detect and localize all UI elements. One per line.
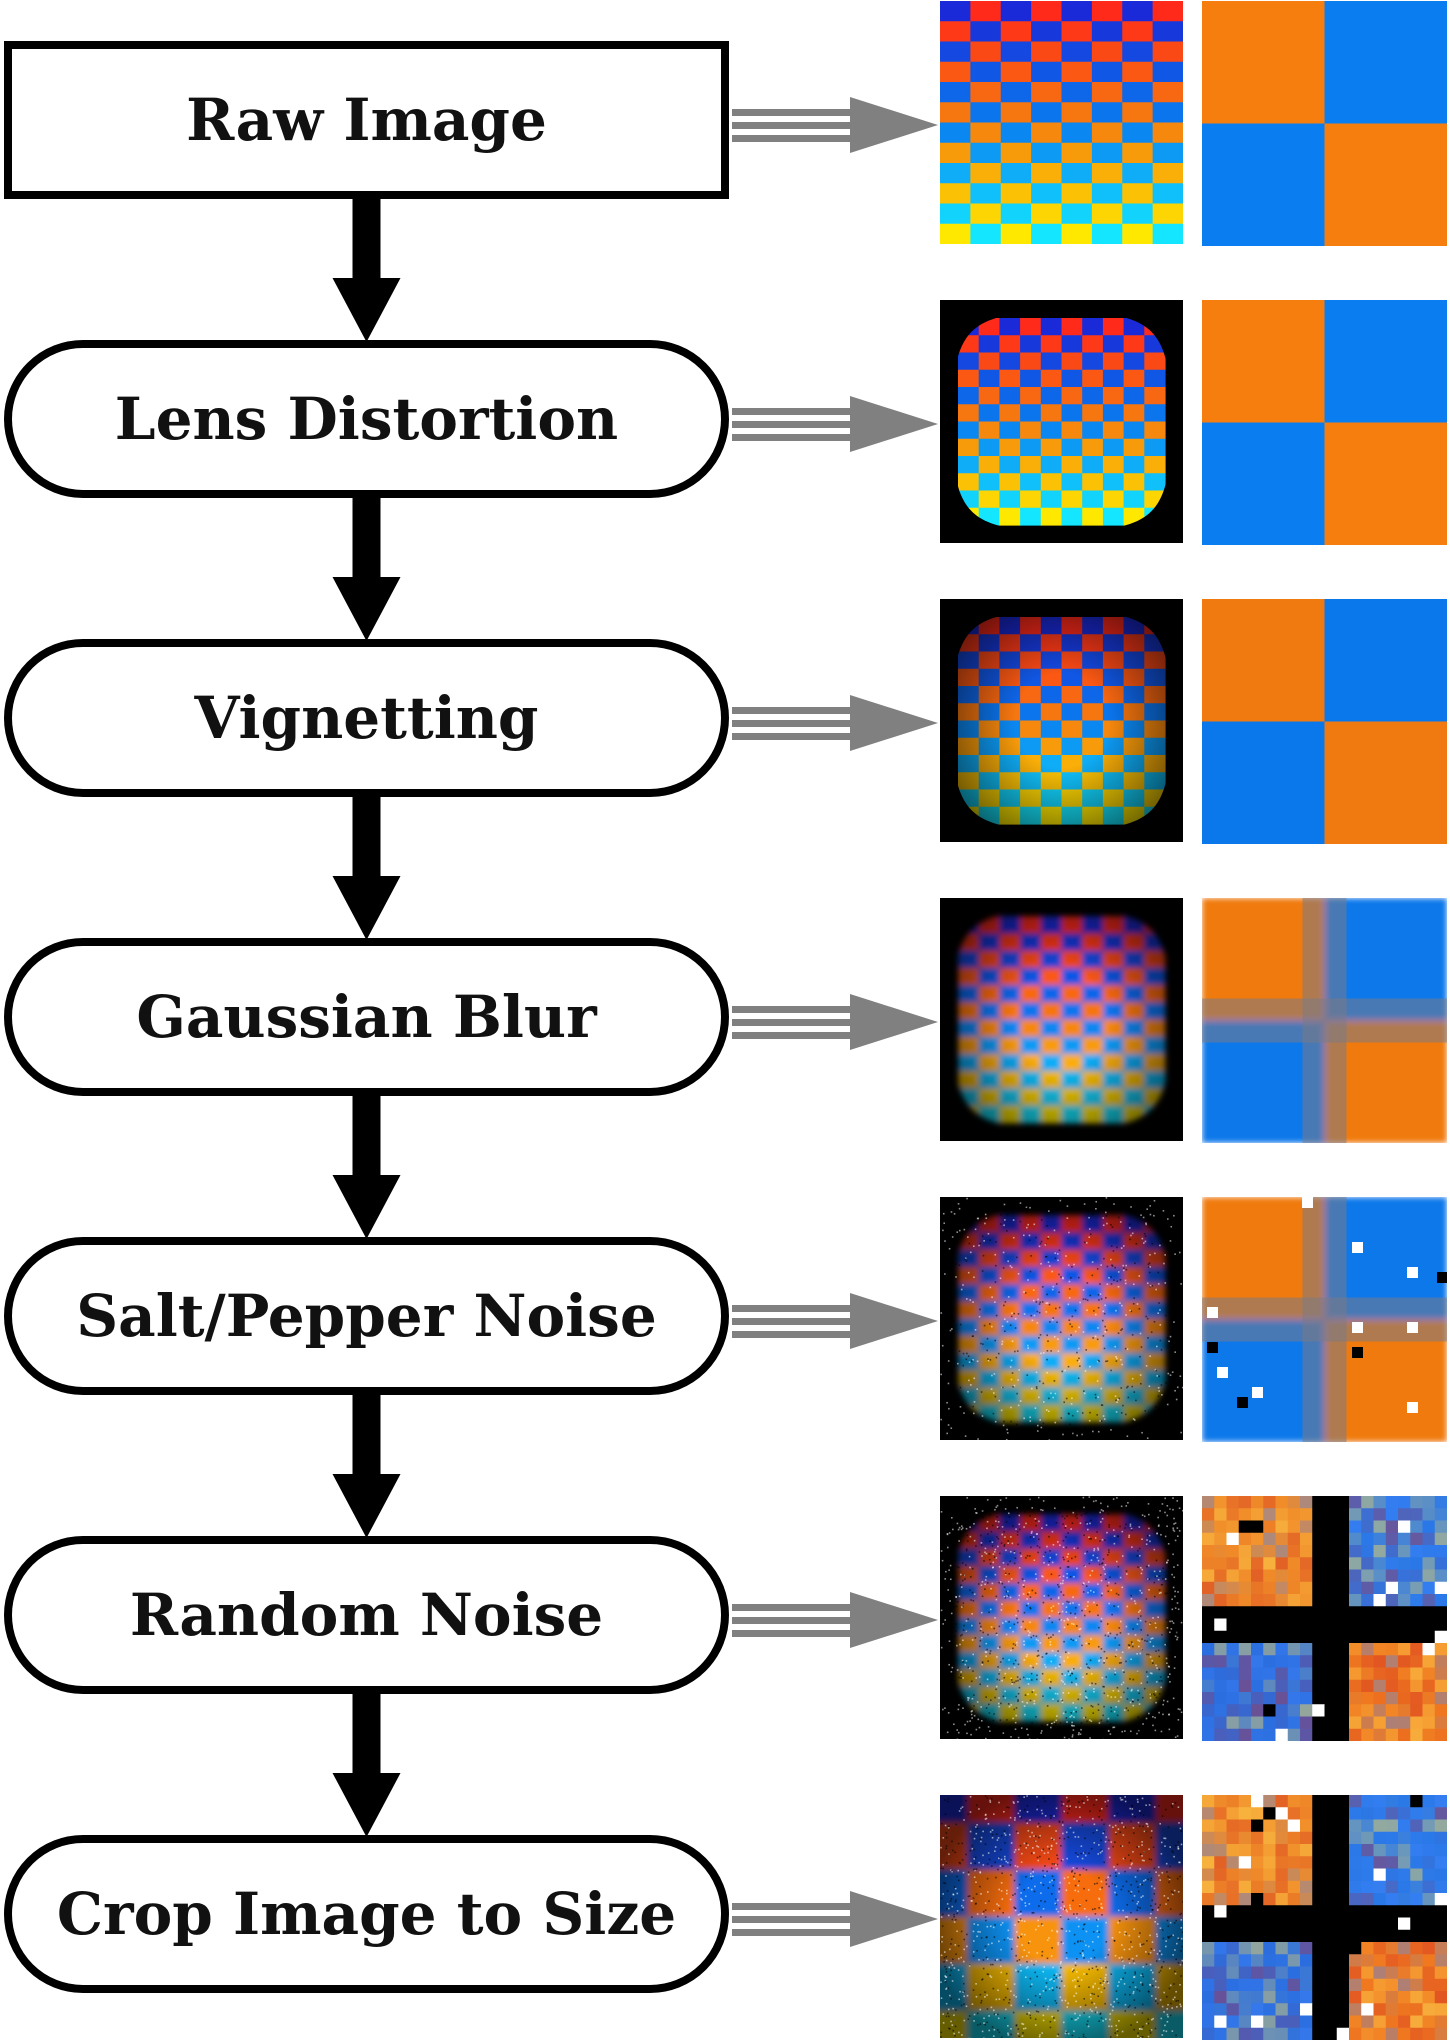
step-box [4,639,729,797]
step-7: Crop Image to Size [4,1835,729,1993]
zoom-crop-to-size [1202,1795,1447,2040]
side-arrow [732,994,938,1050]
down-arrow [332,797,401,940]
side-arrow [732,97,938,153]
zoom-salt-pepper-noise [1202,1197,1447,1442]
side-arrow [732,695,938,751]
zoom-vignetting [1202,599,1447,844]
thumbnail-vignetting [940,599,1183,842]
thumbnail-salt-pepper-noise [940,1197,1183,1440]
down-arrows [332,199,401,1837]
step-boxes: Raw Image Lens Distortion Vignetting Gaussi… [4,41,729,1993]
step-box [4,1237,729,1395]
step-label: Raw Image [186,86,547,154]
step-4: Gaussian Blur [4,938,729,1096]
step-3: Vignetting [4,639,729,797]
zoom-gaussian-blur [1202,898,1447,1143]
step-label: Random Noise [130,1581,603,1649]
down-arrow [332,199,401,342]
step-box [4,41,729,199]
zoom-lens-distortion [1202,300,1447,545]
zoom-raw [1202,1,1447,246]
side-arrows [732,97,938,1947]
zoom-column [1202,1,1447,2040]
step-box [4,340,729,498]
down-arrow [332,1395,401,1538]
side-arrow [732,1592,938,1648]
zoom-random-noise [1202,1496,1447,1741]
down-arrow [332,1096,401,1239]
thumbnail-gaussian-blur [940,898,1183,1141]
step-box [4,1536,729,1694]
step-1: Raw Image [4,41,729,199]
step-box [4,938,729,1096]
down-arrow [332,498,401,641]
thumbnail-lens-distortion [940,300,1183,543]
down-arrow [332,1694,401,1837]
thumbnail-crop-to-size [940,1795,1183,2038]
side-arrow [732,1891,938,1947]
step-box [4,1835,729,1993]
thumbnail-random-noise [940,1496,1183,1739]
step-label: Lens Distortion [115,385,618,453]
thumbnail-column [940,1,1183,2038]
step-2: Lens Distortion [4,340,729,498]
step-label: Crop Image to Size [57,1880,676,1948]
step-6: Random Noise [4,1536,729,1694]
side-arrow [732,396,938,452]
thumbnail-raw [940,1,1183,244]
side-arrow [732,1293,938,1349]
step-label: Vignetting [194,684,539,752]
step-label: Gaussian Blur [136,983,598,1051]
step-5: Salt/Pepper Noise [4,1237,729,1395]
step-label: Salt/Pepper Noise [76,1282,656,1350]
